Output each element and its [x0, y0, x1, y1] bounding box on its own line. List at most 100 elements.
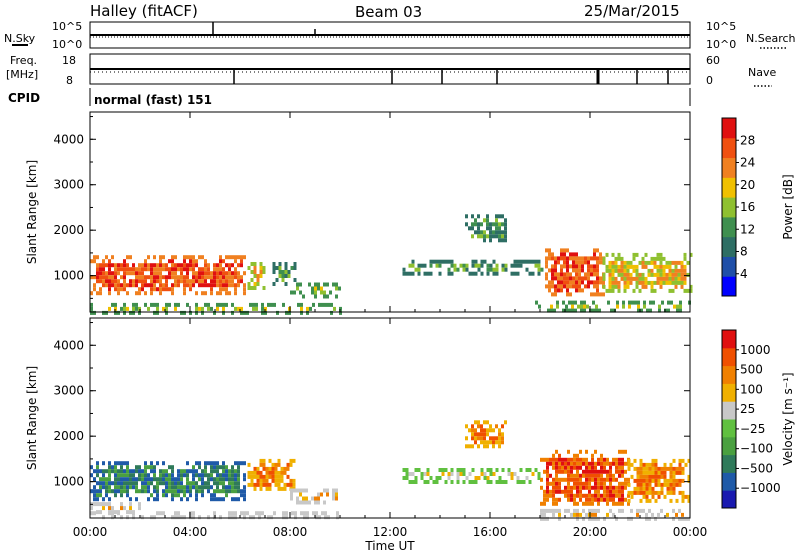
power-cell [492, 222, 495, 227]
velocity-cell [600, 481, 603, 486]
velocity-cell [567, 481, 570, 486]
velocity-cell [159, 469, 162, 474]
velocity-cell [519, 480, 523, 484]
velocity-cell [222, 485, 225, 490]
power-cell [228, 283, 231, 288]
velocity-cell [582, 508, 585, 513]
velocity-cell [117, 511, 120, 516]
power-cell [661, 300, 664, 305]
power-cell [617, 272, 621, 277]
velocity-cell [262, 474, 266, 479]
velocity-cell [492, 472, 496, 476]
power-cell [243, 287, 246, 292]
velocity-cell [597, 477, 600, 482]
velocity-cell [126, 485, 129, 490]
velocity-cell [591, 516, 594, 521]
power-cell [219, 263, 222, 268]
velocity-cell [564, 465, 567, 470]
power-cell [311, 286, 314, 291]
power-cell [554, 288, 557, 293]
velocity-cell [129, 510, 132, 515]
power-cell [501, 222, 504, 227]
velocity-cell [558, 457, 561, 462]
power-cell [568, 300, 571, 305]
power-cell [138, 271, 141, 276]
velocity-cell [483, 472, 487, 476]
power-cell [417, 267, 421, 272]
power-cell [548, 280, 551, 285]
power-cell [623, 276, 627, 281]
power-cell [583, 300, 586, 305]
power-cell [602, 260, 606, 265]
velocity-cell [117, 469, 120, 474]
power-cell [683, 276, 687, 281]
velocity-cell [268, 486, 272, 491]
power-cell [608, 284, 612, 289]
velocity-cell [579, 497, 582, 502]
velocity-cell [555, 457, 558, 462]
velocity-cell [171, 485, 174, 490]
velocity-cell [498, 444, 501, 449]
power-cell [216, 279, 219, 284]
velocity-cell [522, 480, 526, 484]
velocity-cell [540, 477, 543, 482]
power-cell [234, 306, 237, 311]
velocity-cell [129, 502, 132, 507]
velocity-cell [594, 477, 597, 482]
velocity-cell [335, 492, 338, 497]
power-cell [247, 266, 251, 270]
power-cell [317, 282, 320, 287]
velocity-cell [654, 474, 658, 479]
velocity-cell [171, 481, 174, 486]
power-cell [138, 267, 141, 272]
velocity-cell [591, 461, 594, 466]
power-cell [671, 276, 675, 281]
velocity-cell [114, 481, 117, 486]
velocity-cell [555, 501, 558, 506]
power-cell [548, 288, 551, 293]
velocity-cell [317, 496, 320, 501]
time-tick-label: 08:00 [273, 525, 308, 539]
power-cell [189, 259, 192, 264]
velocity-cell [138, 506, 141, 511]
velocity-cell [252, 515, 255, 520]
velocity-cell [459, 468, 463, 472]
velocity-cell [657, 470, 661, 475]
power-cell [671, 268, 675, 273]
velocity-cell [108, 473, 111, 478]
power-cell [635, 280, 639, 285]
power-cell [234, 291, 237, 296]
velocity-cell [507, 472, 511, 476]
power-cell [643, 300, 646, 305]
velocity-cell [429, 476, 433, 480]
velocity-cell [247, 462, 251, 467]
power-cell [240, 259, 243, 264]
power-cell [195, 279, 198, 284]
power-cell [447, 259, 451, 264]
velocity-cell [259, 470, 263, 475]
power-cell [252, 306, 255, 311]
velocity-cell [474, 432, 477, 437]
velocity-cell [168, 489, 171, 494]
velocity-cell [93, 497, 96, 502]
velocity-cell [144, 473, 147, 478]
velocity-cell [108, 485, 111, 490]
power-cell [560, 288, 563, 293]
power-cell [174, 267, 177, 272]
velocity-cell [480, 424, 483, 429]
power-cell [420, 263, 424, 268]
velocity-cell [180, 469, 183, 474]
velocity-cell [576, 465, 579, 470]
velocity-cell [280, 474, 284, 479]
power-cell [662, 256, 666, 261]
velocity-cell [234, 511, 237, 516]
velocity-cell [243, 489, 246, 494]
velocity-cell [147, 485, 150, 490]
power-cell [117, 291, 120, 296]
velocity-cell [201, 469, 204, 474]
nave-tick-top: 60 [706, 54, 720, 67]
velocity-cell [519, 468, 523, 472]
velocity-cell [669, 490, 673, 495]
power-cell [578, 268, 581, 273]
power-cell [432, 259, 436, 264]
